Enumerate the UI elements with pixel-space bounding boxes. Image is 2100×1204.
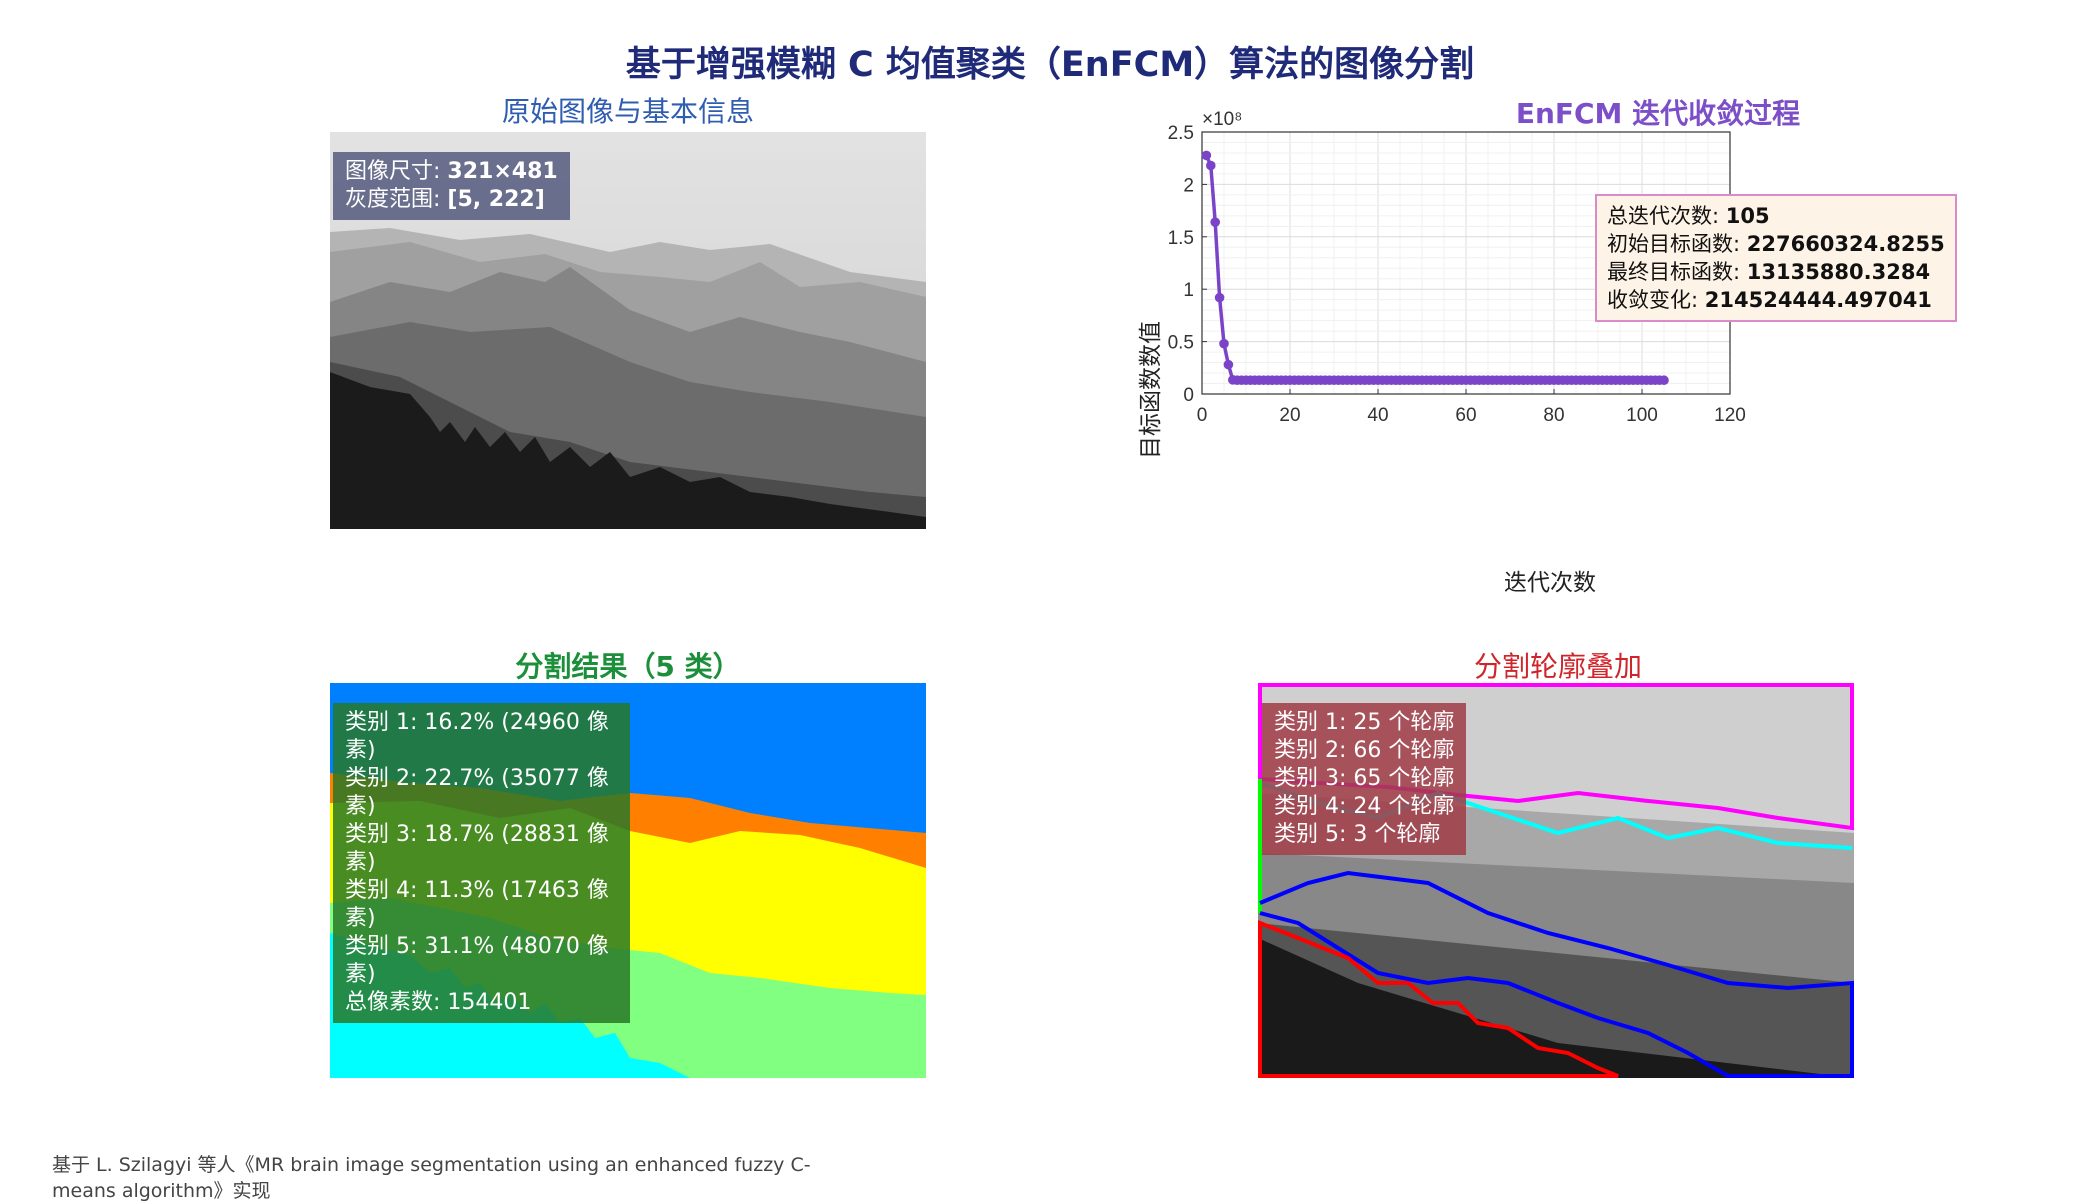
convergence-stats-box: 总迭代次数: 105 初始目标函数: 227660324.8255 最终目标函数… bbox=[1595, 194, 1957, 322]
segmentation-info-box: 类别 1: 16.2% (24960 像素) 类别 2: 22.7% (3507… bbox=[333, 703, 630, 1023]
y-exponent-label: ×10⁸ bbox=[1202, 109, 1242, 130]
total-pixels-line: 总像素数: 154401 bbox=[345, 990, 532, 1015]
chart-title: EnFCM 迭代收敛过程 bbox=[1515, 97, 1801, 130]
y-tick-label: 0.5 bbox=[1168, 333, 1194, 354]
contour-overlay-image bbox=[1258, 683, 1854, 1078]
image-size-row: 图像尺寸: 321×481 bbox=[345, 158, 558, 186]
chart-series bbox=[1201, 150, 1669, 386]
y-tick-label: 1.5 bbox=[1168, 228, 1194, 249]
panel-title-original: 原始图像与基本信息 bbox=[501, 95, 754, 128]
series-point bbox=[1659, 375, 1669, 386]
image-size-label: 图像尺寸: bbox=[345, 159, 448, 184]
class-stat-line: 类别 2: 22.7% (35077 像素) bbox=[345, 766, 609, 819]
main-title: 基于增强模糊 C 均值聚类（EnFCM）算法的图像分割 bbox=[625, 45, 1475, 85]
class-stat-line: 类别 4: 11.3% (17463 像素) bbox=[345, 878, 609, 931]
x-tick-label: 100 bbox=[1626, 405, 1658, 426]
gray-range-row: 灰度范围: [5, 222] bbox=[345, 186, 558, 214]
class-stat-line: 类别 3: 18.7% (28831 像素) bbox=[345, 822, 609, 875]
series-point bbox=[1214, 292, 1225, 303]
stat-value: 105 bbox=[1725, 204, 1770, 228]
y-tick-label: 1 bbox=[1183, 280, 1194, 301]
contour-count-line: 类别 5: 3 个轮廓 bbox=[1274, 822, 1441, 847]
panel-title-contours: 分割轮廓叠加 bbox=[1473, 650, 1642, 683]
stat-row-final: 最终目标函数: 13135880.3284 bbox=[1607, 258, 1945, 286]
contour-count-line: 类别 2: 66 个轮廓 bbox=[1274, 738, 1455, 763]
x-axis-label: 迭代次数 bbox=[1504, 569, 1596, 595]
stat-row-initial: 初始目标函数: 227660324.8255 bbox=[1607, 230, 1945, 258]
contour-info-box: 类别 1: 25 个轮廓 类别 2: 66 个轮廓 类别 3: 65 个轮廓 类… bbox=[1262, 703, 1467, 855]
stat-value: 13135880.3284 bbox=[1746, 260, 1931, 284]
stat-row-iterations: 总迭代次数: 105 bbox=[1607, 202, 1945, 230]
y-tick-label: 2 bbox=[1183, 175, 1194, 196]
x-tick-label: 80 bbox=[1543, 405, 1564, 426]
class-stat-line: 类别 5: 31.1% (48070 像素) bbox=[345, 934, 609, 987]
stat-label: 最终目标函数: bbox=[1607, 260, 1747, 284]
stat-label: 收敛变化: bbox=[1607, 288, 1705, 312]
x-tick-label: 120 bbox=[1714, 405, 1746, 426]
image-info-box: 图像尺寸: 321×481 灰度范围: [5, 222] bbox=[333, 152, 570, 220]
chart-axes: 0 20 40 60 80 100 120 0 0.5 1 1.5 2 2.5 bbox=[1168, 123, 1746, 426]
contour-count-line: 类别 3: 65 个轮廓 bbox=[1274, 766, 1455, 791]
series-point bbox=[1206, 160, 1216, 171]
stat-label: 总迭代次数: bbox=[1607, 204, 1726, 228]
contour-class-4 bbox=[1259, 870, 1854, 1078]
footnote: 基于 L. Szilagyi 等人《MR brain image segment… bbox=[52, 1154, 811, 1202]
stat-value: 227660324.8255 bbox=[1746, 232, 1945, 256]
panel-title-segmentation: 分割结果（5 类） bbox=[515, 650, 741, 683]
x-tick-label: 60 bbox=[1455, 405, 1476, 426]
convergence-chart: 0 20 40 60 80 100 120 0 0.5 1 1.5 2 2.5 ×10⁸ 迭代次数 目标… bbox=[1137, 109, 1746, 595]
y-axis-label: 目标函数数值 bbox=[1137, 321, 1163, 459]
original-image bbox=[330, 132, 926, 529]
image-size-value: 321×481 bbox=[447, 159, 558, 184]
x-tick-label: 0 bbox=[1197, 405, 1208, 426]
gray-range-label: 灰度范围: bbox=[345, 187, 448, 212]
y-tick-label: 0 bbox=[1183, 385, 1194, 406]
series-point bbox=[1223, 359, 1234, 370]
gray-range-value: [5, 222] bbox=[447, 187, 545, 212]
series-point bbox=[1201, 150, 1212, 161]
stat-value: 214524444.497041 bbox=[1704, 288, 1932, 312]
x-tick-label: 20 bbox=[1279, 405, 1300, 426]
series-point bbox=[1210, 217, 1220, 227]
series-point bbox=[1219, 338, 1229, 349]
y-tick-label: 2.5 bbox=[1168, 123, 1194, 144]
contour-count-line: 类别 4: 24 个轮廓 bbox=[1274, 794, 1455, 819]
class-stat-line: 类别 1: 16.2% (24960 像素) bbox=[345, 710, 609, 763]
stat-row-change: 收敛变化: 214524444.497041 bbox=[1607, 286, 1945, 314]
contour-count-line: 类别 1: 25 个轮廓 bbox=[1274, 710, 1455, 735]
contour-class-5 bbox=[1258, 920, 1619, 1078]
stat-label: 初始目标函数: bbox=[1607, 232, 1747, 256]
x-tick-label: 40 bbox=[1367, 405, 1388, 426]
